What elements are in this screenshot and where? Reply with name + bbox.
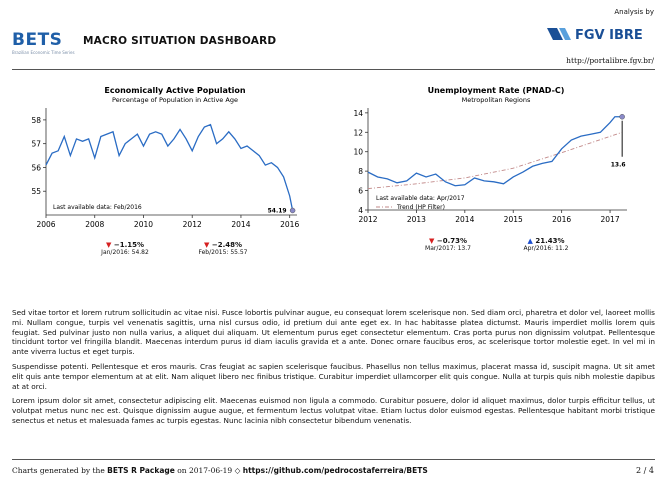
y-tick-label: 4 bbox=[358, 206, 363, 215]
footer-credit: Charts generated by the BETS R Package o… bbox=[12, 466, 428, 475]
y-tick-label: 12 bbox=[353, 128, 363, 137]
stat-right-1: ▼ −0.73% Mar/2017: 13.7 bbox=[418, 237, 478, 252]
series-line bbox=[367, 116, 623, 187]
eap-last-data-annotation: Last available data: Feb/2016 bbox=[53, 204, 142, 211]
unemployment-chart-title: Unemployment Rate (PNAD-C) bbox=[428, 86, 565, 95]
paragraph-3: Lorem ipsum dolor sit amet, consectetur … bbox=[12, 396, 655, 425]
dashboard-title: MACRO SITUATION DASHBOARD bbox=[83, 35, 277, 47]
last-point-marker bbox=[619, 113, 625, 120]
last-value-label: 54.19 bbox=[268, 207, 287, 214]
fgv-ibre-logo: FGV IBRE bbox=[547, 28, 643, 43]
stat-sub: Jan/2016: 54.82 bbox=[101, 249, 149, 256]
stat-value: −0.73% bbox=[436, 237, 467, 245]
series-line bbox=[45, 123, 294, 211]
bets-logo: BETS bbox=[12, 30, 63, 50]
analysis-by-label: Analysis by bbox=[614, 8, 654, 16]
y-tick-label: 6 bbox=[358, 187, 363, 196]
stat-right-2: ▲ 21.43% Apr/2016: 11.2 bbox=[516, 237, 576, 252]
footer-prefix: Charts generated by the bbox=[12, 466, 105, 475]
x-tick-label: 2016 bbox=[280, 220, 299, 229]
y-tick-label: 10 bbox=[353, 148, 363, 157]
y-tick-label: 8 bbox=[358, 167, 363, 176]
page-number: 2 / 4 bbox=[636, 466, 654, 475]
footer-date: on 2017-06-19 ◇ bbox=[177, 466, 241, 475]
x-tick-label: 2006 bbox=[36, 220, 55, 229]
up-arrow-icon: ▲ bbox=[527, 237, 533, 245]
footer-divider bbox=[12, 459, 655, 460]
portal-link[interactable]: http://portalibre.fgv.br/ bbox=[566, 56, 654, 65]
x-tick-label: 2015 bbox=[504, 215, 523, 224]
stat-value: −2.48% bbox=[211, 241, 242, 249]
x-tick-label: 2012 bbox=[358, 215, 377, 224]
stat-sub: Feb/2015: 55.57 bbox=[198, 249, 248, 256]
eap-chart-title: Economically Active Population bbox=[104, 86, 246, 95]
paragraph-1: Sed vitae tortor et lorem rutrum sollici… bbox=[12, 308, 655, 357]
stat-sub: Apr/2016: 11.2 bbox=[523, 245, 569, 252]
down-arrow-icon: ▼ bbox=[429, 237, 435, 245]
eap-chart-subtitle: Percentage of Population in Active Age bbox=[112, 96, 238, 104]
unemployment-last-data-annotation: Last available data: Apr/2017 bbox=[376, 195, 465, 202]
eap-chart: Economically Active Population Percentag… bbox=[31, 86, 299, 229]
footer-package: BETS R Package bbox=[107, 466, 175, 475]
x-tick-label: 2017 bbox=[601, 215, 620, 224]
y-tick-label: 14 bbox=[353, 109, 363, 118]
header-divider bbox=[12, 69, 655, 70]
y-tick-label: 58 bbox=[31, 116, 41, 125]
footer-github-link[interactable]: https://github.com/pedrocostaferreira/BE… bbox=[242, 466, 428, 475]
unemployment-chart: Unemployment Rate (PNAD-C) Metropolitan … bbox=[353, 86, 627, 224]
bets-logo-subtitle: Brazilian Economic Time Series bbox=[12, 50, 75, 55]
y-tick-label: 57 bbox=[31, 140, 41, 149]
x-tick-label: 2008 bbox=[85, 220, 104, 229]
paragraph-2: Suspendisse potenti. Pellentesque et ero… bbox=[12, 361, 655, 391]
trend-line bbox=[367, 131, 623, 190]
y-tick-label: 56 bbox=[31, 163, 41, 172]
stat-left-2: ▼ −2.48% Feb/2015: 55.57 bbox=[193, 241, 253, 256]
x-tick-label: 2010 bbox=[134, 220, 153, 229]
y-tick-label: 55 bbox=[31, 187, 41, 196]
stat-sub: Mar/2017: 13.7 bbox=[425, 245, 471, 252]
fgv-logo-text: FGV IBRE bbox=[575, 28, 643, 43]
x-tick-label: 2016 bbox=[552, 215, 571, 224]
down-arrow-icon: ▼ bbox=[106, 241, 112, 249]
x-tick-label: 2014 bbox=[231, 220, 250, 229]
stat-left-1: ▼ −1.15% Jan/2016: 54.82 bbox=[95, 241, 155, 256]
stat-value: −1.15% bbox=[113, 241, 144, 249]
x-tick-label: 2014 bbox=[455, 215, 474, 224]
down-arrow-icon: ▼ bbox=[204, 241, 210, 249]
x-tick-label: 2012 bbox=[183, 220, 202, 229]
stat-value: 21.43% bbox=[535, 237, 565, 245]
fgv-chevron-icon bbox=[547, 28, 571, 40]
body-text: Sed vitae tortor et lorem rutrum sollici… bbox=[12, 308, 655, 431]
last-point-marker bbox=[289, 207, 296, 214]
last-value-label: 13.6 bbox=[611, 162, 626, 169]
trend-legend-label: Trend (HP Filter) bbox=[396, 204, 445, 211]
unemployment-chart-subtitle: Metropolitan Regions bbox=[462, 96, 531, 104]
x-tick-label: 2013 bbox=[407, 215, 426, 224]
